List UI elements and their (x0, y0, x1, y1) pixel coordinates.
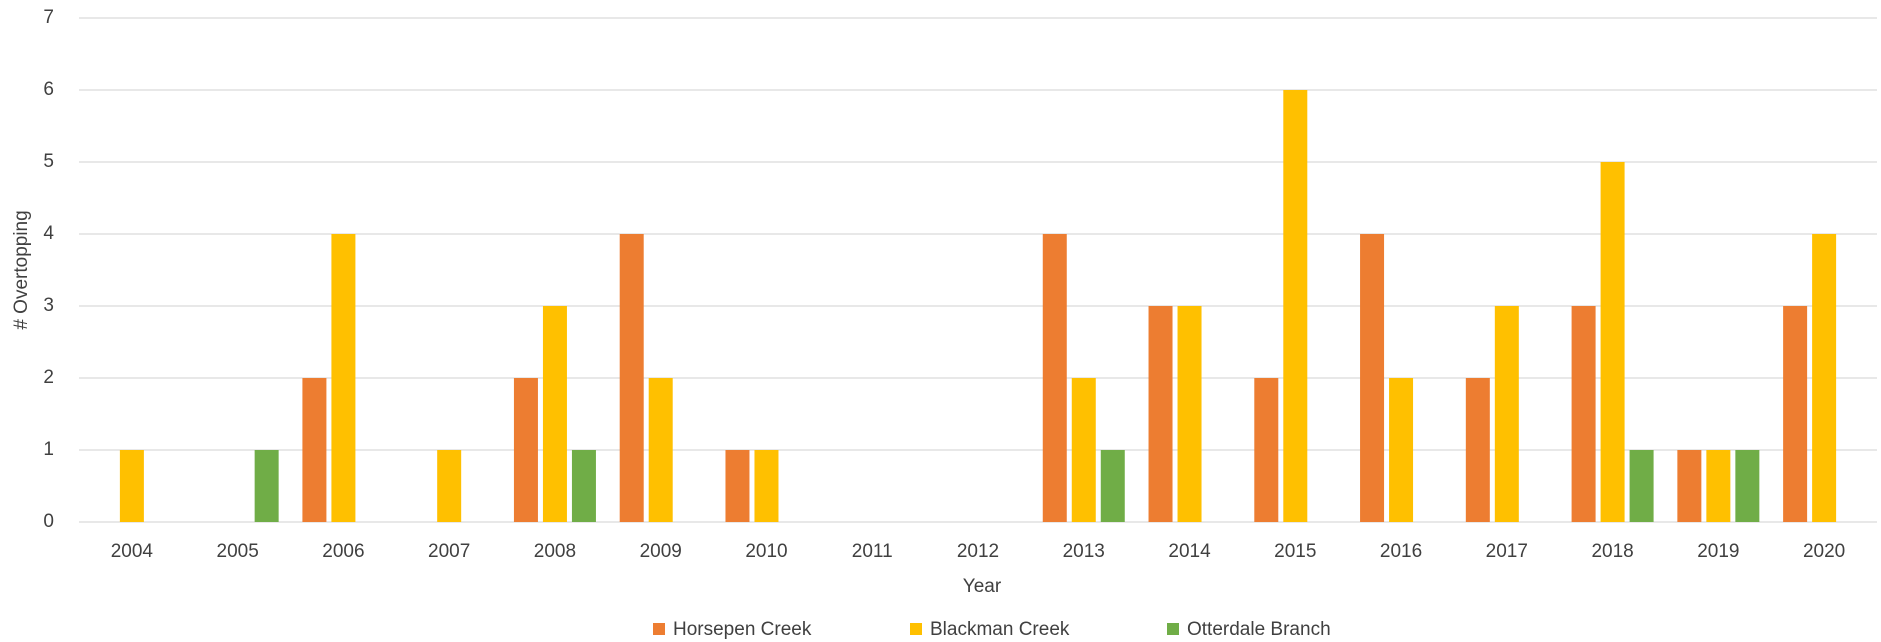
y-tick-label: 4 (43, 223, 54, 244)
x-tick-label: 2004 (111, 541, 154, 562)
y-tick-label: 7 (43, 7, 54, 28)
bar (542, 306, 567, 522)
bar (1042, 234, 1067, 522)
x-axis-label: Year (963, 576, 1002, 597)
bar (1571, 306, 1596, 522)
x-tick-label: 2011 (852, 541, 893, 562)
bar (1812, 234, 1837, 522)
bar (1389, 378, 1414, 522)
bar (437, 450, 462, 522)
x-tick-label: 2012 (957, 541, 999, 562)
y-tick-label: 0 (43, 511, 54, 532)
x-tick-label: 2018 (1591, 541, 1633, 562)
bar (1783, 306, 1808, 522)
bar (331, 234, 356, 522)
bar (1177, 306, 1202, 522)
bar (1600, 162, 1625, 522)
bar (302, 378, 327, 522)
x-tick-label: 2005 (217, 541, 259, 562)
x-tick-label: 2009 (640, 541, 682, 562)
bar (1677, 450, 1702, 522)
x-tick-label: 2006 (322, 541, 364, 562)
x-tick-label: 2020 (1803, 541, 1845, 562)
bar (513, 378, 538, 522)
legend-swatch (910, 623, 922, 635)
legend-label: Otterdale Branch (1187, 619, 1331, 640)
bar (1494, 306, 1519, 522)
y-tick-label: 3 (43, 295, 54, 316)
legend-label: Horsepen Creek (673, 619, 812, 640)
bar (1465, 378, 1490, 522)
x-tick-label: 2013 (1063, 541, 1105, 562)
x-tick-label: 2017 (1486, 541, 1528, 562)
bar (1071, 378, 1096, 522)
bar (619, 234, 644, 522)
bar (648, 378, 673, 522)
x-tick-label: 2016 (1380, 541, 1422, 562)
x-tick-label: 2010 (745, 541, 787, 562)
x-tick-label: 2007 (428, 541, 470, 562)
bar (1148, 306, 1173, 522)
bar (571, 450, 596, 522)
y-tick-label: 5 (43, 151, 54, 172)
bar (1735, 450, 1760, 522)
legend-swatch (1167, 623, 1179, 635)
bar (1100, 450, 1125, 522)
bar (119, 450, 144, 522)
x-tick-label: 2019 (1697, 541, 1739, 562)
bar (1283, 90, 1308, 522)
bar (1706, 450, 1731, 522)
y-axis-label: # Overtopping (11, 210, 32, 329)
legend-swatch (653, 623, 665, 635)
bar (1254, 378, 1279, 522)
x-tick-label: 2014 (1168, 541, 1211, 562)
legend-label: Blackman Creek (930, 619, 1070, 640)
bar (254, 450, 279, 522)
y-tick-label: 2 (43, 367, 54, 388)
bar (725, 450, 750, 522)
y-tick-label: 6 (43, 79, 54, 100)
bar (754, 450, 779, 522)
bar (1360, 234, 1385, 522)
x-tick-label: 2015 (1274, 541, 1316, 562)
x-tick-label: 2008 (534, 541, 576, 562)
y-tick-label: 1 (43, 439, 54, 460)
bar (1629, 450, 1654, 522)
